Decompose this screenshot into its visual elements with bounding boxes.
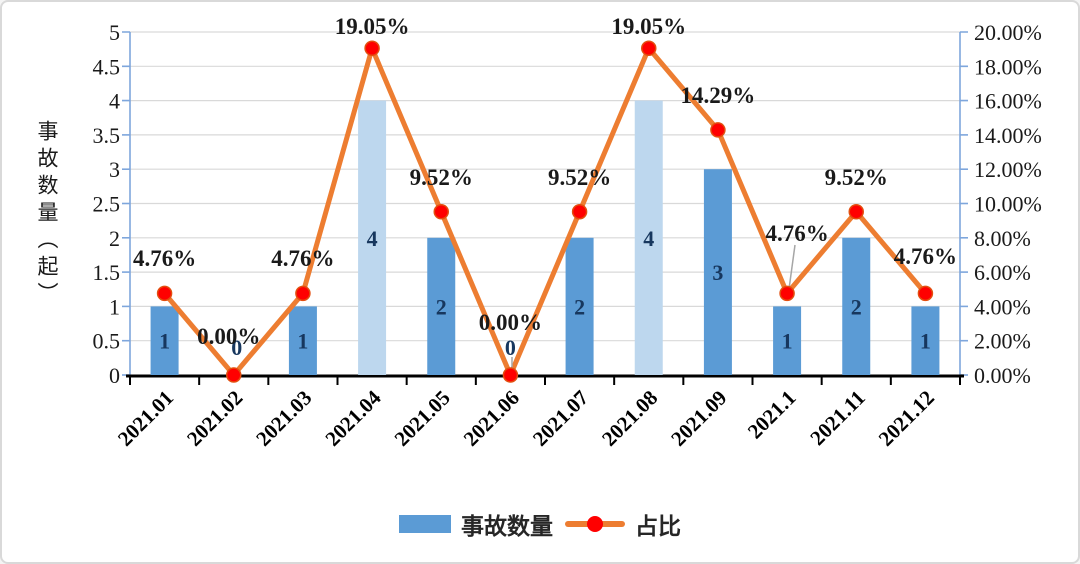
bar-label-2021.08: 4 [643, 226, 654, 251]
label-leader-line [788, 244, 796, 290]
pct-label-2021.04: 19.05% [335, 14, 410, 39]
line-marker-2021.06 [502, 367, 519, 383]
left-axis-tick-label: 4 [109, 89, 120, 114]
left-axis-tick-label: 2.5 [93, 192, 121, 217]
left-axis-title: 事故数量（起） [35, 120, 59, 309]
left-axis-tick-label: 0 [109, 363, 120, 388]
x-axis-label-2021.02: 2021.02 [182, 386, 247, 451]
line-marker-2021.05 [433, 203, 449, 220]
bar-2021.08 [634, 100, 663, 375]
bar-2021.07 [565, 237, 594, 375]
x-axis-label-2021.1: 2021.1 [743, 386, 801, 444]
bar-2021.1 [773, 306, 802, 375]
line-series-marker-icon [587, 516, 603, 532]
bar-series-swatch [399, 515, 451, 533]
pct-label-2021.12: 4.76% [894, 244, 957, 269]
x-axis-label-2021.09: 2021.09 [666, 386, 731, 451]
right-axis-tick-label: 10.00% [974, 192, 1042, 217]
left-axis-tick-label: 2 [109, 226, 120, 251]
legend: 事故数量 占比 [2, 506, 1078, 542]
right-axis-tick-label: 4.00% [974, 294, 1031, 319]
bar-2021.01 [150, 306, 179, 375]
line-series-swatch [565, 516, 625, 532]
pct-label-2021.07: 9.52% [548, 165, 611, 190]
left-axis-tick-label: 3.5 [93, 123, 121, 148]
bar-label-2021.11: 2 [851, 294, 862, 319]
pct-label-2021.11: 9.52% [825, 165, 888, 190]
line-marker-2021.01 [156, 285, 173, 302]
line-marker-2021.04 [364, 40, 380, 57]
line-marker-2021.12 [917, 285, 934, 302]
pct-label-2021.09: 14.29% [681, 83, 756, 108]
bar-label-2021.03: 1 [297, 329, 308, 354]
bar-label-2021.06: 0 [505, 335, 516, 360]
right-axis-tick-label: 16.00% [974, 89, 1042, 114]
x-axis-label-2021.11: 2021.11 [805, 386, 869, 450]
line-series [162, 45, 928, 378]
left-axis-tick-label: 5 [109, 20, 120, 45]
left-axis-tick-label: 4.5 [93, 54, 121, 79]
line-marker-2021.07 [571, 203, 588, 220]
x-axis-label-2021.03: 2021.03 [251, 386, 316, 451]
right-axis-tick-label: 2.00% [974, 329, 1031, 354]
bar-2021.11 [842, 237, 871, 375]
left-axis-tick-label: 1 [109, 294, 120, 319]
pct-label-2021.06: 0.00% [479, 310, 542, 335]
left-axis-tick-label: 3 [109, 157, 120, 182]
right-axis-tick-label: 18.00% [974, 54, 1042, 79]
x-axis-label-2021.08: 2021.08 [597, 386, 662, 451]
bar-2021.04 [358, 100, 387, 375]
x-axis-label-2021.01: 2021.01 [113, 386, 178, 451]
pct-label-2021.05: 9.52% [410, 165, 473, 190]
pct-label-2021.02: 0.00% [197, 324, 260, 349]
pct-label-2021.01: 4.76% [133, 246, 196, 271]
bar-label-2021.12: 1 [920, 329, 931, 354]
x-axis-label-2021.04: 2021.04 [320, 385, 386, 451]
bar-2021.03 [288, 306, 317, 375]
x-axis-label-2021.05: 2021.05 [390, 386, 455, 451]
legend-item-line-series: 占比 [565, 507, 681, 541]
line-marker-2021.02 [226, 367, 242, 383]
right-axis-tick-label: 20.00% [974, 20, 1042, 45]
pct-label-2021.03: 4.76% [271, 246, 334, 271]
bar-label-2021.01: 1 [159, 329, 170, 354]
bar-2021.09 [703, 169, 732, 375]
line-marker-2021.03 [295, 285, 311, 302]
right-axis-tick-label: 14.00% [974, 123, 1042, 148]
combo-chart: 1 0 1 4 2 0 2 4 3 1 2 1 4.76% 0.00% 4.76% 19.05% 9.52% 0.… [93, 14, 1042, 451]
right-axis-tick-label: 8.00% [974, 226, 1031, 251]
pct-label-2021.1: 4.76% [765, 221, 828, 246]
right-axis-tick-label: 0.00% [974, 363, 1031, 388]
left-axis-tick-label: 1.5 [93, 260, 121, 285]
line-marker-2021.11 [848, 203, 864, 220]
line-marker-2021.08 [641, 40, 657, 57]
pct-label-2021.08: 19.05% [611, 14, 686, 39]
legend-item-bar-series: 事故数量 [399, 507, 553, 541]
bar-2021.05 [427, 237, 456, 375]
bar-label-2021.1: 1 [782, 329, 793, 354]
x-axis-label-2021.12: 2021.12 [874, 386, 939, 451]
bar-label-2021.07: 2 [574, 294, 585, 319]
bar-label-2021.04: 4 [367, 226, 378, 251]
bar-label-2021.05: 2 [436, 294, 447, 319]
legend-label-bar-series: 事故数量 [461, 513, 553, 539]
bar-label-2021.09: 3 [712, 260, 723, 285]
x-axis-label-2021.07: 2021.07 [528, 386, 593, 451]
line-marker-2021.1 [779, 285, 795, 302]
bar-label-2021.02: 0 [231, 335, 242, 360]
bar-2021.12 [911, 306, 940, 375]
line-marker-2021.09 [710, 122, 726, 138]
right-axis-tick-label: 6.00% [974, 260, 1031, 285]
legend-label-line-series: 占比 [635, 513, 681, 539]
right-axis-tick-label: 12.00% [974, 157, 1042, 182]
x-axis-label-2021.06: 2021.06 [459, 386, 524, 451]
left-axis-tick-label: 0.5 [93, 329, 121, 354]
